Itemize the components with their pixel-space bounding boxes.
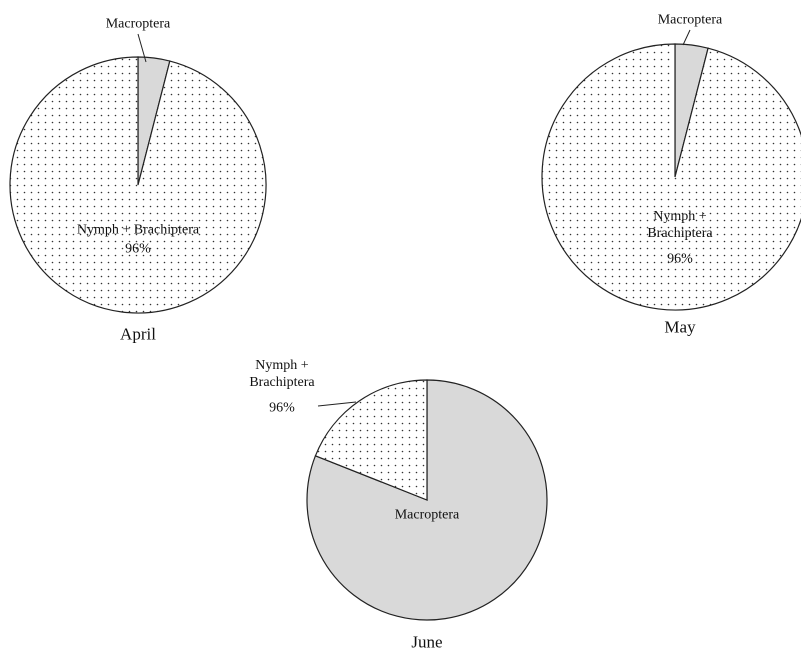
pie-slice xyxy=(541,43,801,311)
annotation: 96% xyxy=(269,400,295,416)
annotation: 96% xyxy=(125,241,151,257)
leader-line xyxy=(682,29,691,46)
leader-line xyxy=(317,401,357,407)
chart-title: May xyxy=(664,317,696,337)
slice-label: Macroptera xyxy=(394,507,460,523)
chart-title: April xyxy=(120,324,156,344)
slice-label: Nymph + Brachiptera xyxy=(76,222,200,238)
slice-label: Nymph + Brachiptera xyxy=(249,358,315,390)
leader-line xyxy=(137,33,147,63)
pie-slice xyxy=(314,379,428,501)
slice-label: Macroptera xyxy=(105,16,171,32)
annotation: 96% xyxy=(667,251,693,267)
chart-title: June xyxy=(411,632,443,652)
pie-slice xyxy=(9,56,267,314)
slice-label: Macroptera xyxy=(657,12,723,28)
slice-label: Nymph + Brachiptera xyxy=(647,209,713,241)
pie-slice xyxy=(306,379,548,621)
